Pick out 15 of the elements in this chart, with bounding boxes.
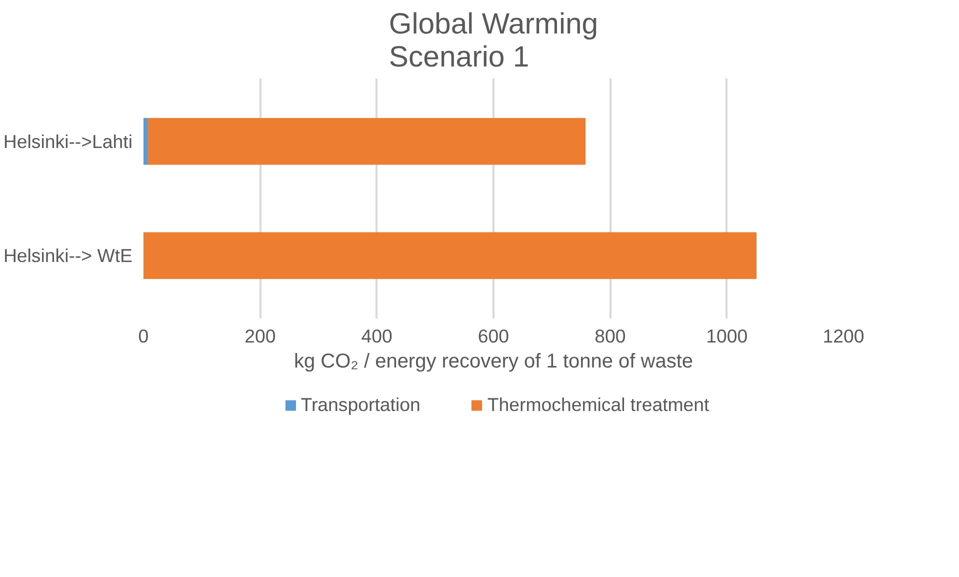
legend-label: Transportation (300, 394, 420, 416)
bar (148, 118, 586, 165)
x-tick-label: 400 (361, 326, 392, 346)
x-tick-label: 1200 (822, 326, 864, 346)
legend-label: Thermochemical treatment (487, 394, 710, 416)
y-tick-label: Helsinki-->Lahti (3, 130, 133, 152)
y-tick-label: Helsinki--> WtE (3, 245, 133, 266)
x-tick-label: 800 (594, 326, 626, 346)
x-tick-label: 0 (138, 326, 149, 346)
x-tick-label: 600 (478, 326, 510, 346)
bar (144, 232, 756, 279)
chart-title: Global Warming Scenario 1 (388, 8, 598, 74)
x-axis-title: kg CO₂ / energy recovery of 1 tonne of waste (294, 350, 694, 372)
x-tick-label: 1000 (706, 326, 748, 346)
x-tick-label: 200 (244, 326, 276, 346)
